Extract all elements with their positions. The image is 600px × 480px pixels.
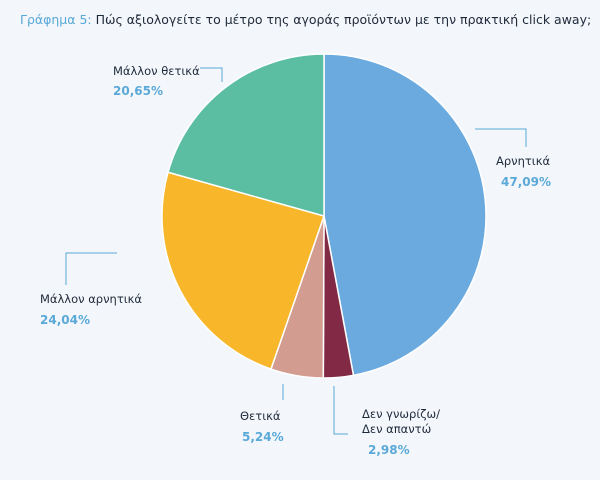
value-thetika: 5,24% bbox=[242, 430, 284, 444]
slice-mallon-thetika bbox=[167, 53, 325, 217]
leader-arnitika bbox=[475, 128, 527, 147]
slice-mallon-arnitika bbox=[161, 171, 325, 371]
chart-title-text: Πώς αξιολογείτε το μέτρο της αγοράς προϊ… bbox=[95, 12, 592, 27]
label-arnitika: Αρνητικά bbox=[496, 154, 551, 168]
leader-mallon-thetika bbox=[200, 67, 223, 82]
label-thetika: Θετικά bbox=[240, 409, 281, 423]
value-mallon-arnitika: 24,04% bbox=[40, 313, 90, 327]
value-mallon-thetika: 20,65% bbox=[113, 84, 163, 98]
chart-title-prefix: Γράφημα 5: bbox=[20, 12, 92, 27]
chart-title: Γράφημα 5: Πώς αξιολογείτε το μέτρο της … bbox=[20, 12, 591, 27]
slice-arnitika bbox=[323, 53, 487, 377]
leader-mallon-arnitika bbox=[65, 252, 117, 285]
label-dk-na-line1: Δεν γνωρίζω/ bbox=[362, 407, 440, 421]
label-mallon-arnitika: Μάλλον αρνητικά bbox=[40, 292, 142, 306]
value-dk-na: 2,98% bbox=[368, 443, 410, 457]
label-dk-na-line2: Δεν απαντώ bbox=[362, 422, 432, 436]
value-arnitika: 47,09% bbox=[501, 175, 551, 189]
label-mallon-thetika: Μάλλον θετικά bbox=[113, 64, 200, 78]
leader-dk-na bbox=[333, 386, 348, 435]
